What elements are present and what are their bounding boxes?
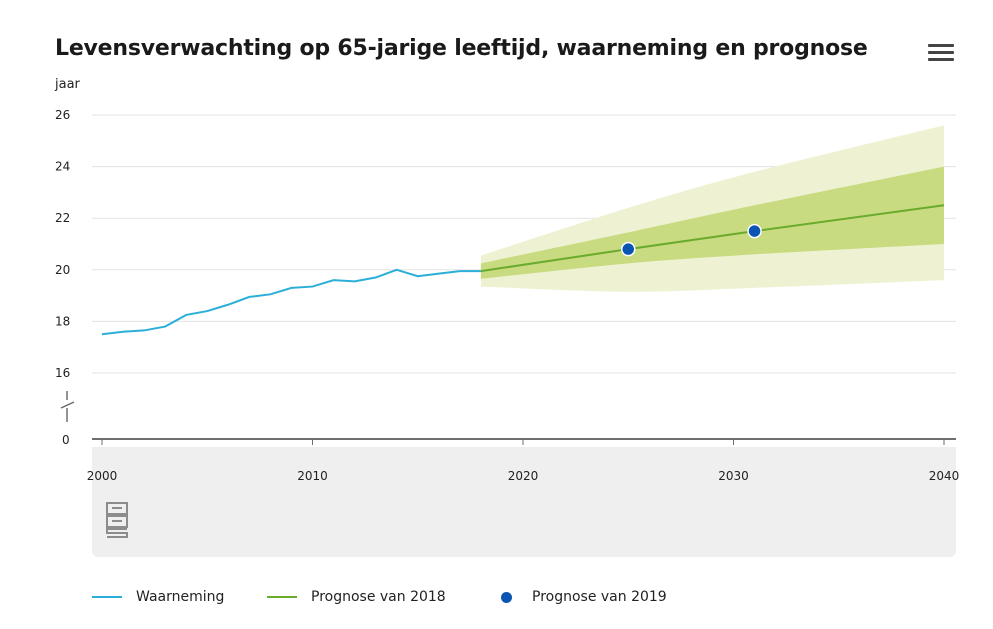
series-points bbox=[621, 223, 762, 257]
x-tick-label: 2040 bbox=[929, 469, 960, 483]
chart-menu-button[interactable] bbox=[928, 44, 954, 66]
legend-label: Waarneming bbox=[136, 589, 225, 605]
y-tick-label: 22 bbox=[55, 211, 70, 225]
y-axis-unit-label: jaar bbox=[55, 77, 80, 92]
x-tick-label: 2000 bbox=[87, 469, 118, 483]
legend-swatch bbox=[501, 591, 512, 603]
y-tick-label: 26 bbox=[55, 108, 70, 122]
legend-item-waarneming[interactable]: Waarneming bbox=[92, 589, 224, 605]
x-tick-label: 2030 bbox=[718, 469, 749, 483]
forecast-band-inner bbox=[480, 166, 944, 279]
legend-swatch bbox=[92, 596, 122, 598]
legend-label: Prognose van 2018 bbox=[311, 589, 446, 605]
data-point-prognose-2019 bbox=[621, 241, 636, 257]
axis-break-icon bbox=[60, 391, 75, 422]
legend-item-prognose-2019[interactable]: Prognose van 2019 bbox=[492, 589, 667, 605]
series-lines bbox=[101, 204, 945, 336]
forecast-bands bbox=[480, 125, 944, 292]
tick-labels: 26 24 22 20 18 16 0 2000 2010 2020 2030 2040 bbox=[55, 108, 959, 483]
cbs-logo-icon bbox=[106, 502, 128, 538]
legend-item-prognose-2018[interactable]: Prognose van 2018 bbox=[267, 589, 446, 605]
chart-footer-band bbox=[92, 447, 956, 557]
x-tick-label: 2010 bbox=[297, 469, 328, 483]
data-point-prognose-2019 bbox=[747, 223, 762, 239]
legend-swatch bbox=[267, 596, 297, 598]
legend-label: Prognose van 2019 bbox=[532, 589, 667, 605]
series-line-prognose-2018 bbox=[480, 204, 945, 273]
y-tick-label: 0 bbox=[62, 433, 70, 447]
x-tick-label: 2020 bbox=[508, 469, 539, 483]
hamburger-menu-icon bbox=[928, 44, 954, 47]
y-tick-label: 24 bbox=[55, 160, 70, 174]
series-line-waarneming bbox=[101, 268, 481, 336]
y-tick-label: 18 bbox=[55, 314, 70, 328]
y-tick-label: 16 bbox=[55, 366, 70, 380]
chart-title: Levensverwachting op 65-jarige leeftijd,… bbox=[55, 36, 868, 61]
axes bbox=[60, 391, 956, 445]
y-tick-label: 20 bbox=[55, 263, 70, 277]
